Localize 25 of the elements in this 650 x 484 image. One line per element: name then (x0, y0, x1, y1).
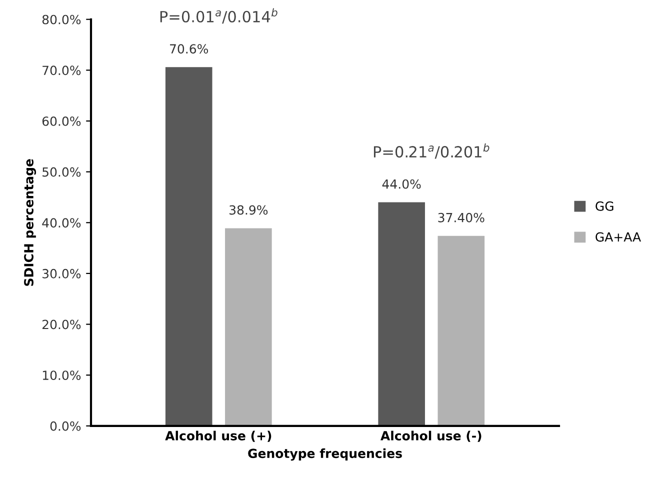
bar (378, 202, 425, 426)
data-label: 44.0% (382, 179, 421, 189)
y-tick-label: 20.0% (42, 320, 81, 330)
y-tick-label: 30.0% (42, 268, 81, 278)
data-label: 70.6% (170, 44, 208, 54)
x-tick-label: Alcohol use (-) (380, 430, 482, 442)
y-tick-label: 10.0% (42, 370, 81, 380)
y-tick-label: 80.0% (42, 14, 81, 24)
x-axis-title: Genotype frequencies (248, 448, 402, 461)
y-axis-title: SDICH percentage (24, 159, 36, 286)
y-tick-label: 50.0% (42, 167, 81, 177)
annotation: P=0.21$^{a}$/0.201$^{b}$ (374, 143, 490, 159)
y-tick-label: 0.0% (50, 421, 81, 431)
legend-label: GA+AA (596, 232, 641, 242)
legend-label: GG (596, 201, 614, 211)
y-tick-label: 60.0% (42, 116, 81, 126)
data-label: 38.9% (230, 205, 268, 215)
bar (438, 236, 485, 426)
bar (165, 67, 212, 426)
data-label: 37.40% (438, 212, 484, 222)
y-tick-label: 70.0% (42, 66, 81, 76)
annotation: P=0.01$^{a}$/0.014$^{b}$ (160, 8, 278, 24)
bar (225, 228, 272, 426)
y-tick-label: 40.0% (42, 218, 81, 228)
x-tick-label: Alcohol use (+) (165, 430, 272, 442)
